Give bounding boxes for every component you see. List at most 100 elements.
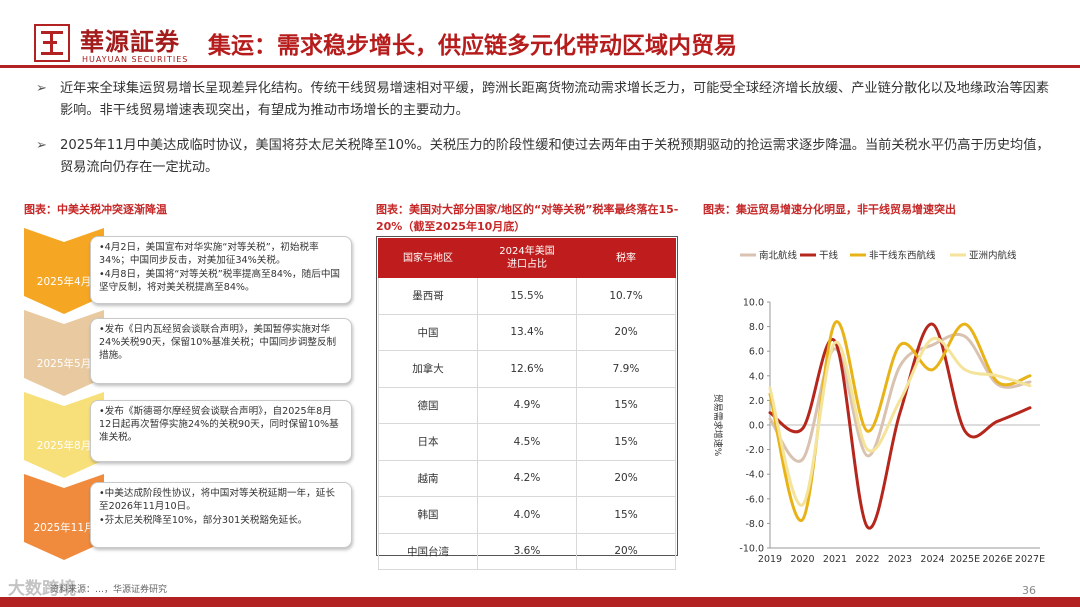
legend-label: 亚洲内航线 xyxy=(969,250,1017,262)
series-line xyxy=(768,337,1032,507)
table-row: 中国台湾 3.6% 20% xyxy=(378,532,676,570)
table-cell: 中国 xyxy=(378,313,478,351)
logo-mark xyxy=(34,24,70,62)
table-header-cell: 国家与地区 xyxy=(378,238,478,278)
footer-bar xyxy=(0,597,1080,607)
table-cell: 韩国 xyxy=(378,496,478,533)
timeline-chevron: 2025年5月 xyxy=(24,310,104,396)
table-header-row: 国家与地区 2024年美国 进口占比 税率 xyxy=(378,238,676,278)
bullet-2-text: 2025年11月中美达成临时协议，美国将芬太尼关税降至10%。关税压力的阶段性缓… xyxy=(60,138,1050,175)
y-axis-label: 贸易需求增速% xyxy=(712,394,724,457)
timeline-event-text: •4月8日，美国将“对等关税”税率提高至84%，随后中国坚守反制，将对美关税提高… xyxy=(99,269,341,293)
table-cell: 4.2% xyxy=(477,459,577,497)
bullet-2: ➢ 2025年11月中美达成临时协议，美国将芬太尼关税降至10%。关税压力的阶段… xyxy=(36,135,1056,179)
table-cell: 15% xyxy=(576,423,676,460)
timeline-event-box: •中美达成阶段性协议，将中国对等关税延期一年，延长至2026年11月10日。 •芬… xyxy=(90,482,352,548)
table-cell: 墨西哥 xyxy=(378,277,478,314)
timeline-event-text: •发布《斯德哥尔摩经贸会谈联合声明》，自2025年8月12日起再次暂停实施24%… xyxy=(99,406,339,443)
page-title: 集运：需求稳步增长，供应链多元化带动区域内贸易 xyxy=(208,33,737,59)
source-note: 资料来源：…，华源证券研究 xyxy=(50,585,168,595)
timeline-chevron: 2025年8月 xyxy=(24,392,104,478)
y-tick-label: 6.0 xyxy=(749,347,764,358)
table-cell: 20% xyxy=(576,532,676,570)
table-cell: 20% xyxy=(576,459,676,497)
tariff-table: 国家与地区 2024年美国 进口占比 税率 墨西哥 15.5% 10.7% 中国 13.… xyxy=(378,238,676,570)
timeline-event-text: •芬太尼关税降至10%，部分301关税豁免延长。 xyxy=(99,515,308,526)
arrow-icon: ➢ xyxy=(36,138,47,153)
timeline-date: 2025年11月 xyxy=(33,522,95,534)
table-cell: 15% xyxy=(576,386,676,424)
table-row: 韩国 4.0% 15% xyxy=(378,496,676,533)
table-row: 越南 4.2% 20% xyxy=(378,459,676,497)
table-cell: 13.4% xyxy=(477,313,577,351)
timeline-date: 2025年4月 xyxy=(36,276,92,288)
x-tick-label: 2027E xyxy=(1015,554,1045,565)
series-line xyxy=(768,322,1032,530)
table-cell: 20% xyxy=(576,313,676,351)
bullet-1: ➢ 近年来全球集运贸易增长呈现差异化结构。传统干线贸易增速相对平缓，跨洲长距离货… xyxy=(36,78,1056,122)
table-cell: 4.5% xyxy=(477,423,577,460)
chart-caption: 图表：集运贸易增速分化明显，非干线贸易增速突出 xyxy=(703,203,956,216)
table-cell: 4.9% xyxy=(477,386,577,424)
y-tick-label: 4.0 xyxy=(749,371,764,382)
timeline-date: 2025年8月 xyxy=(36,440,92,452)
watermark: 大数跨境 xyxy=(8,579,76,599)
table-row: 加拿大 12.6% 7.9% xyxy=(378,350,676,387)
x-tick-label: 2022 xyxy=(855,554,879,565)
x-tick-label: 2020 xyxy=(790,554,814,565)
timeline-event-box: •4月2日，美国宣布对华实施“对等关税”，初始税率34%；中国同步反击，对美加征… xyxy=(90,236,352,304)
y-tick-label: -10.0 xyxy=(739,544,764,555)
x-tick-label: 2025E xyxy=(950,554,980,565)
series-line xyxy=(768,320,1032,522)
y-tick-label: 0.0 xyxy=(749,421,764,432)
table-row: 中国 13.4% 20% xyxy=(378,313,676,351)
logo-text: 華源証券 xyxy=(80,27,180,56)
x-tick-label: 2021 xyxy=(823,554,847,565)
x-tick-label: 2026E xyxy=(982,554,1012,565)
x-tick-label: 2023 xyxy=(888,554,912,565)
header-divider xyxy=(0,65,1080,68)
y-tick-label: 8.0 xyxy=(749,322,764,333)
table-row: 墨西哥 15.5% 10.7% xyxy=(378,277,676,314)
table-cell: 加拿大 xyxy=(378,350,478,387)
timeline-event-text: •中美达成阶段性协议，将中国对等关税延期一年，延长至2026年11月10日。 xyxy=(99,488,335,512)
table-header-cell: 税率 xyxy=(576,238,676,278)
timeline-date: 2025年5月 xyxy=(36,358,92,370)
page-number: 36 xyxy=(1022,584,1036,597)
y-tick-label: -4.0 xyxy=(745,470,764,481)
timeline-event-text: •发布《日内瓦经贸会谈联合声明》，美国暂停实施对华24%关税90天，保留10%基… xyxy=(99,324,337,361)
table-cell: 7.9% xyxy=(576,350,676,387)
y-tick-label: -2.0 xyxy=(745,445,764,456)
table-cell: 15% xyxy=(576,496,676,533)
series-line xyxy=(768,332,1032,463)
timeline-event-box: •发布《日内瓦经贸会谈联合声明》，美国暂停实施对华24%关税90天，保留10%基… xyxy=(90,318,352,384)
bullet-1-text: 近年来全球集运贸易增长呈现差异化结构。传统干线贸易增速相对平缓，跨洲长距离货物流… xyxy=(60,81,1050,118)
x-tick-label: 2019 xyxy=(758,554,782,565)
table-cell: 日本 xyxy=(378,423,478,460)
timeline-chevron: 2025年11月 xyxy=(24,474,104,560)
logo-english: HUAYUAN SECURITIES xyxy=(82,55,189,64)
timeline-caption: 图表：中美关税冲突逐渐降温 xyxy=(24,203,167,216)
table-cell: 德国 xyxy=(378,386,478,424)
timeline-chevron: 2025年4月 xyxy=(24,228,104,314)
table-cell: 越南 xyxy=(378,459,478,497)
y-tick-label: -6.0 xyxy=(745,494,764,505)
legend-label: 非干线东西航线 xyxy=(869,250,936,262)
table-header-cell: 2024年美国 进口占比 xyxy=(477,238,577,278)
table-cell: 3.6% xyxy=(477,532,577,570)
y-tick-label: -8.0 xyxy=(745,519,764,530)
table-cell: 10.7% xyxy=(576,277,676,314)
timeline-event-text: •4月2日，美国宣布对华实施“对等关税”，初始税率34%；中国同步反击，对美加征… xyxy=(99,242,319,266)
table-cell: 15.5% xyxy=(477,277,577,314)
y-tick-label: 2.0 xyxy=(749,396,764,407)
x-tick-label: 2024 xyxy=(920,554,944,565)
table-row: 德国 4.9% 15% xyxy=(378,386,676,424)
table-cell: 12.6% xyxy=(477,350,577,387)
trade-growth-chart: 10.0 8.0 6.0 4.0 2.0 0.0 -2.0 -4.0 -6.0 -8.0 -10.0… xyxy=(712,250,1045,566)
legend-label: 干线 xyxy=(819,250,839,262)
legend-label: 南北航线 xyxy=(759,250,798,262)
table-cell: 中国台湾 xyxy=(378,532,478,570)
arrow-icon: ➢ xyxy=(36,81,47,96)
table-cell: 4.0% xyxy=(477,496,577,533)
y-tick-label: 10.0 xyxy=(743,298,764,309)
